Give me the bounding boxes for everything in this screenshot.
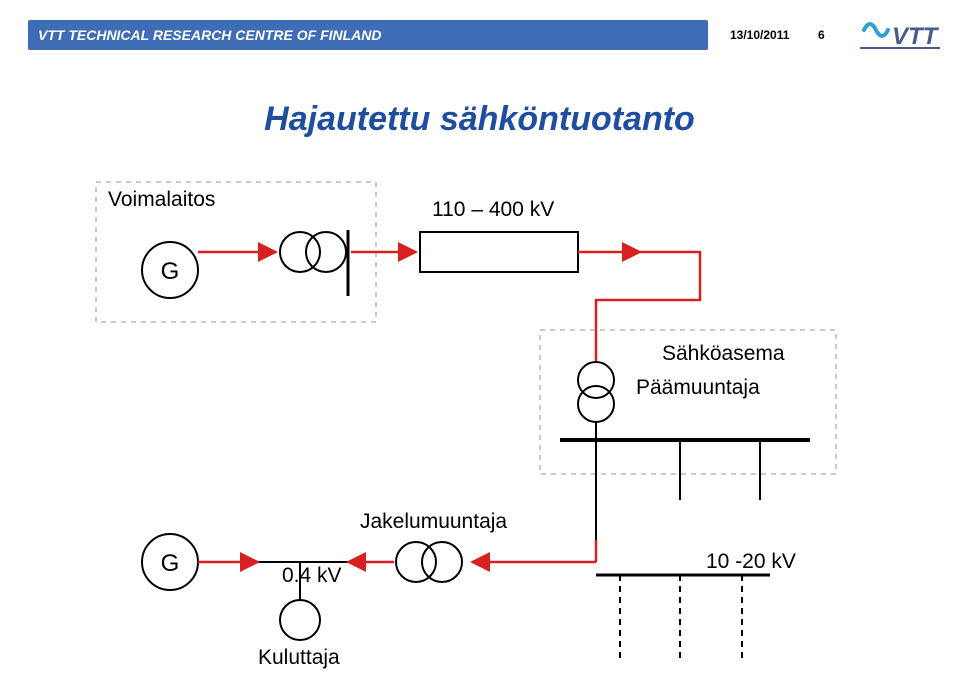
generator-g1-label: G (161, 258, 180, 285)
generator-g2-label: G (161, 550, 180, 577)
power-diagram: G G (0, 0, 959, 678)
